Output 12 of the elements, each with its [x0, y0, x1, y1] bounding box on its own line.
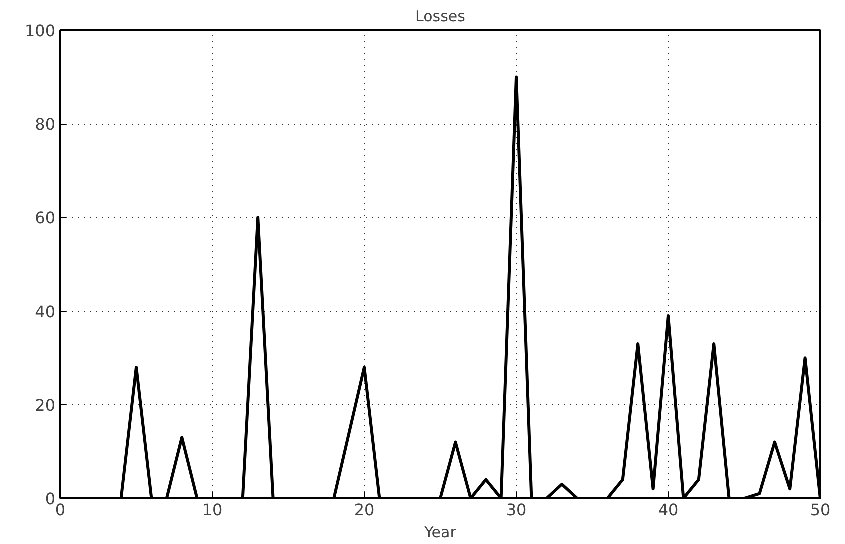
x-tick-label: 50: [810, 500, 831, 520]
x-tick-label: 40: [658, 500, 679, 520]
y-tick-label: 40: [35, 302, 56, 322]
y-tick-label: 100: [24, 22, 56, 40]
x-axis-title: Year: [424, 524, 458, 542]
y-tick-label: 60: [35, 208, 56, 228]
y-tick-label: 80: [35, 115, 56, 134]
chart-title: Losses: [416, 8, 466, 26]
x-tick-label: 20: [354, 500, 375, 520]
y-tick-label: 20: [35, 396, 56, 415]
x-tick-label: 30: [506, 500, 527, 520]
x-tick-label: 10: [202, 500, 223, 520]
